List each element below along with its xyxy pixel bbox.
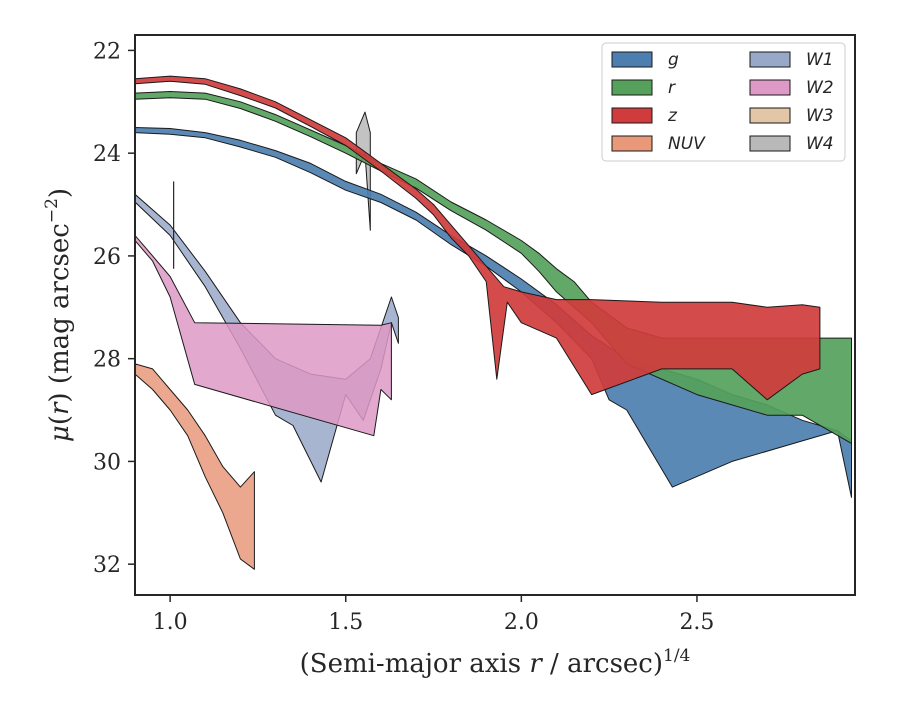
legend-swatch-g <box>611 51 653 68</box>
legend-swatch-W1 <box>749 51 791 68</box>
series-layer <box>135 75 852 570</box>
series-band-z <box>135 75 821 401</box>
legend-swatch-NUV <box>611 135 653 152</box>
y-tick-label: 30 <box>93 450 121 475</box>
legend-swatch-z <box>611 107 653 124</box>
legend-label-W1: W1 <box>806 50 834 70</box>
legend-label-z: z <box>667 106 678 126</box>
x-tick-label: 2.0 <box>504 610 539 635</box>
x-tick-label: 1.5 <box>328 610 363 635</box>
legend-frame <box>601 42 846 162</box>
y-tick-label: 22 <box>93 39 121 64</box>
series-band-W2 <box>135 234 392 437</box>
legend-swatch-W3 <box>749 107 791 124</box>
plot-frame <box>134 34 856 596</box>
y-tick-label: 26 <box>93 245 121 270</box>
legend-swatch-W2 <box>749 79 791 96</box>
x-tick-label: 1.0 <box>153 610 188 635</box>
legend: grz NUV W1 W2 W3 W4 <box>601 42 846 162</box>
series-band-W4 <box>355 111 371 231</box>
legend-label-g: g <box>668 50 679 70</box>
y-tick-label: 32 <box>93 553 121 578</box>
legend-swatch-W4 <box>749 135 791 152</box>
y-tick-label: 28 <box>93 348 121 373</box>
legend-label-NUV: NUV <box>668 134 706 154</box>
y-tick-label: 24 <box>93 142 121 167</box>
y-axis-ticks: 22 24 26 28 30 32 <box>93 39 135 578</box>
x-axis-label: (Semi-major axis r / arcsec)1/4 <box>300 646 691 679</box>
legend-label-r: r <box>668 78 676 98</box>
series-band-NUV <box>135 363 255 570</box>
x-axis-ticks: 1.0 1.5 2.0 2.5 <box>153 595 714 635</box>
x-tick-label: 2.5 <box>679 610 714 635</box>
legend-label-W4: W4 <box>806 134 834 154</box>
legend-label-W2: W2 <box>806 78 834 98</box>
legend-label-W3: W3 <box>806 106 834 126</box>
y-axis-label: μ(r) (mag arcsec−2) <box>42 188 75 442</box>
legend-swatch-r <box>611 79 653 96</box>
